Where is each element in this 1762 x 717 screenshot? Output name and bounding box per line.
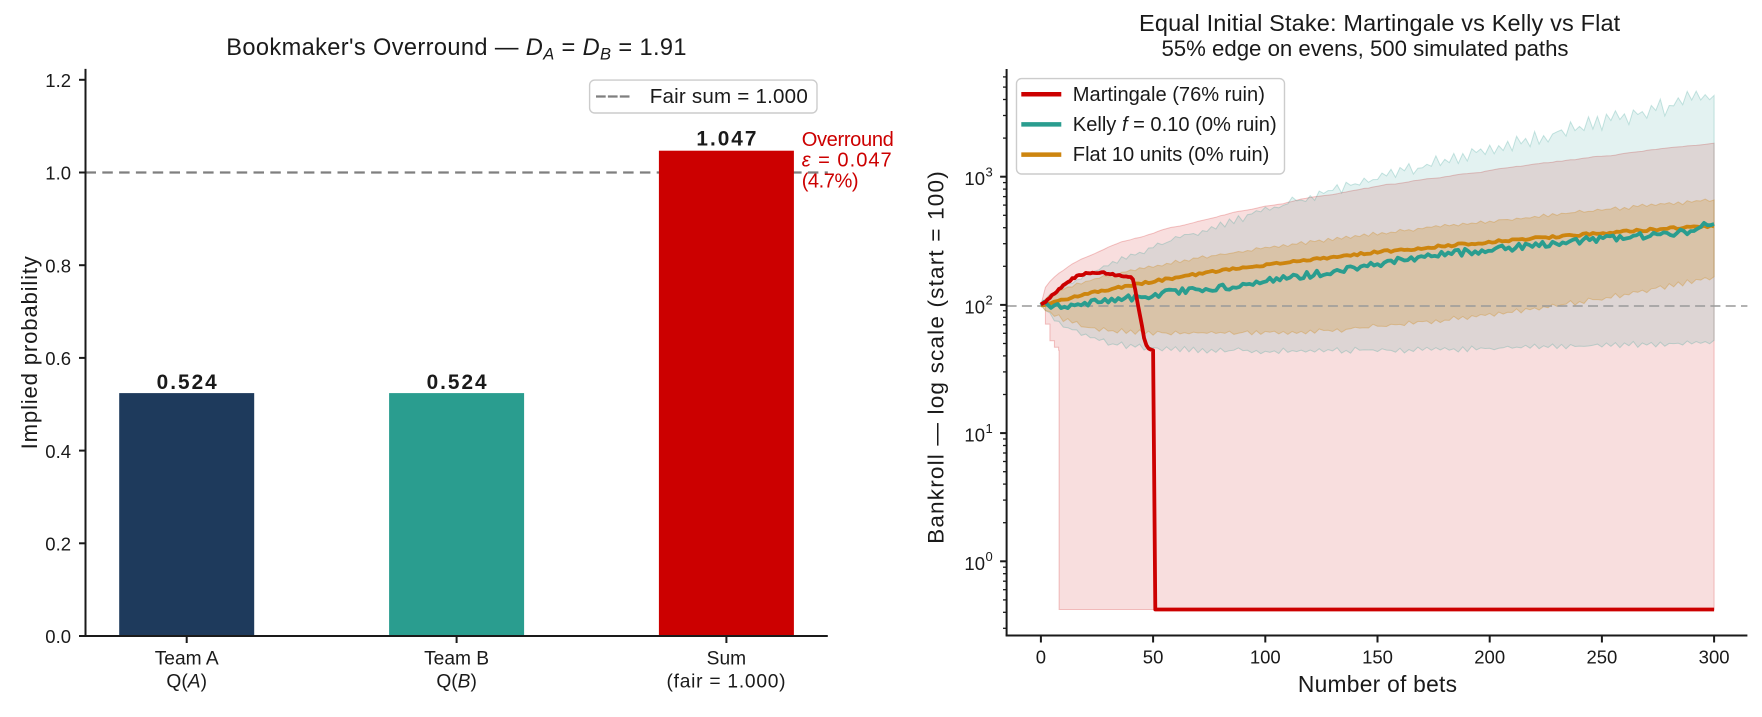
svg-text:Sum: Sum [707,649,746,670]
svg-text:10: 10 [964,425,985,446]
svg-text:0.2: 0.2 [45,534,71,555]
svg-text:10: 10 [964,296,985,317]
svg-text:1.2: 1.2 [45,70,71,91]
svg-text:Implied probability: Implied probability [17,255,42,449]
svg-text:300: 300 [1699,647,1730,668]
svg-text:0.524: 0.524 [157,371,219,394]
svg-text:(fair = 1.000): (fair = 1.000) [666,672,786,693]
svg-text:Martingale (76% ruin): Martingale (76% ruin) [1073,84,1265,106]
svg-text:55% edge on evens, 500 simulat: 55% edge on evens, 500 simulated paths [1161,36,1568,61]
svg-text:150: 150 [1362,647,1393,668]
svg-text:(4.7%): (4.7%) [802,170,858,192]
svg-text:Equal Initial Stake: Martingal: Equal Initial Stake: Martingale vs Kelly… [1139,10,1621,36]
svg-text:100: 100 [1250,647,1281,668]
svg-text:Overround: Overround [802,129,894,151]
svg-text:10: 10 [964,553,985,574]
svg-text:Bookmaker's Overround — DA = D: Bookmaker's Overround — DA = DB = 1.91 [226,35,687,64]
svg-text:1: 1 [986,421,993,436]
svg-text:2: 2 [986,293,993,308]
svg-text:0.524: 0.524 [427,371,489,394]
svg-text:0.0: 0.0 [45,626,71,647]
svg-text:50: 50 [1143,647,1164,668]
svg-text:Q(A): Q(A) [166,672,207,693]
svg-text:Flat 10 units (0% ruin): Flat 10 units (0% ruin) [1073,144,1270,166]
svg-text:Kelly f = 0.10 (0% ruin): Kelly f = 0.10 (0% ruin) [1073,114,1277,136]
svg-text:3: 3 [986,164,993,179]
svg-text:0.4: 0.4 [45,441,71,462]
svg-text:0.6: 0.6 [45,348,71,369]
svg-text:Bankroll — log scale (start =: Bankroll — log scale (start = 100) [924,170,949,544]
svg-text:10: 10 [964,168,985,189]
svg-text:Team B: Team B [424,649,489,670]
svg-text:0: 0 [986,549,993,564]
svg-text:Team A: Team A [155,649,219,670]
svg-text:Fair sum = 1.000: Fair sum = 1.000 [650,85,808,108]
svg-text:Q(B): Q(B) [436,672,477,693]
svg-text:200: 200 [1474,647,1505,668]
svg-text:1.047: 1.047 [696,128,758,151]
svg-text:250: 250 [1586,647,1617,668]
svg-text:0.8: 0.8 [45,255,71,276]
svg-text:0: 0 [1036,647,1046,668]
svg-text:ε = 0.047: ε = 0.047 [802,150,893,172]
svg-text:Number of bets: Number of bets [1298,671,1457,697]
svg-text:1.0: 1.0 [45,163,71,184]
